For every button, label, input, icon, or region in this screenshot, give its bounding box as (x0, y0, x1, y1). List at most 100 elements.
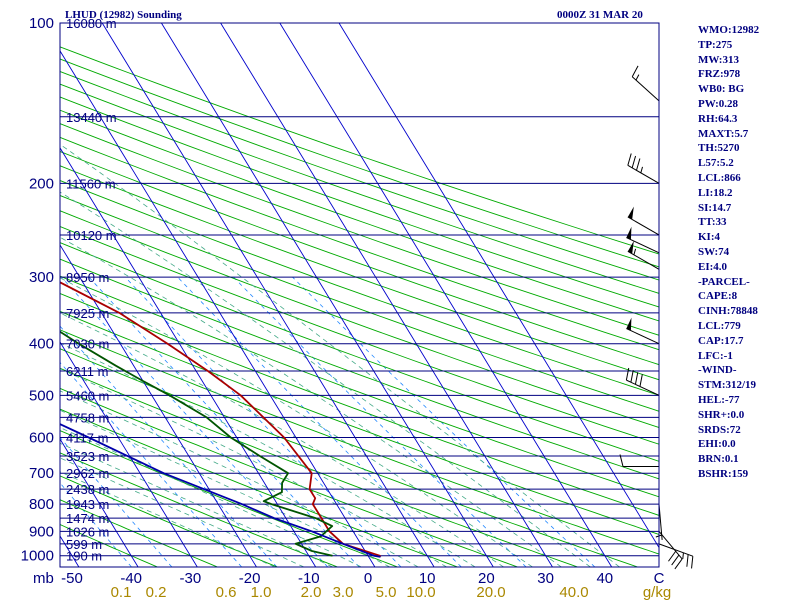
height-label: 2962 m (66, 466, 109, 481)
isotherm-line (101, 23, 435, 567)
stat-item: LFC:-1 (698, 349, 733, 362)
stat-item: TH:5270 (698, 142, 740, 155)
stat-item: MAXT:5.7 (698, 127, 749, 140)
moist-adiabat-line (60, 368, 447, 567)
wind-barb-flag (691, 556, 694, 569)
stat-item: SHR+:0.0 (698, 408, 745, 421)
mixing-ratio-tick-label: 2.0 (301, 584, 322, 600)
height-label: 1943 m (66, 497, 109, 512)
wind-barb-half-flag (635, 74, 640, 81)
wind-barb-staff (658, 531, 683, 560)
pressure-tick-label: 300 (29, 269, 54, 286)
parcel-profile (60, 423, 381, 558)
wind-barbs (619, 65, 694, 570)
moist-adiabat-line (60, 342, 476, 567)
dry-adiabat-line (60, 430, 398, 567)
wind-barb (627, 240, 660, 270)
wind-barb-flag (636, 158, 641, 171)
dry-adiabat-line (60, 46, 659, 255)
height-label: 599 m (66, 537, 102, 552)
stat-item: WB0: BG (698, 83, 745, 96)
wind-barb-flag (674, 558, 683, 570)
stat-item: -PARCEL- (698, 275, 750, 288)
dry-adiabat-line (60, 179, 659, 396)
dry-adiabat-line (60, 242, 659, 462)
stat-item: PW:0.28 (698, 97, 739, 110)
wind-barb-staff (626, 328, 660, 345)
mixing-ratio-line (292, 276, 596, 567)
height-label: 190 m (66, 549, 102, 564)
mixing-ratio-line (88, 276, 360, 567)
mixing-ratio-tick-label: 40.0 (559, 584, 588, 600)
dry-adiabat-line (60, 83, 659, 294)
mixing-ratio-line (60, 325, 278, 567)
stat-item: TP:275 (698, 38, 733, 51)
stat-item: CAP:17.7 (698, 334, 744, 347)
temperature-tick-label: 0 (364, 570, 372, 587)
isotherm-line (279, 23, 613, 567)
stat-item: -WIND- (698, 364, 737, 377)
pressure-tick-label: 200 (29, 175, 54, 192)
height-label: 2438 m (66, 482, 109, 497)
height-label: 4117 m (66, 431, 108, 446)
mixing-ratio-tick-label: 3.0 (333, 584, 354, 600)
wind-barb (631, 65, 660, 102)
temperature-tick-label: -30 (180, 570, 202, 587)
stat-item: EHI:0.0 (698, 438, 736, 451)
dry-adiabat-line (60, 96, 659, 308)
stat-item: STM:312/19 (698, 379, 757, 392)
dry-adiabat-line (60, 136, 659, 351)
pressure-tick-label: 700 (29, 465, 54, 482)
height-label: 11560 m (66, 176, 116, 191)
mixing-ratio-tick-label: 10.0 (406, 584, 435, 600)
isotherms (60, 23, 659, 567)
wind-barb-flag (631, 65, 639, 77)
dry-adiabat-line (60, 70, 659, 281)
dry-adiabat-line (60, 109, 659, 322)
stat-item: SW:74 (698, 245, 730, 258)
dry-adiabat-line (60, 452, 338, 567)
pressure-tick-label: 100 (29, 15, 54, 32)
stat-item: L57:5.2 (698, 157, 734, 170)
wind-barb (619, 454, 659, 467)
dry-adiabats (60, 46, 659, 567)
isotherm-line (220, 23, 553, 567)
dry-adiabat-line (60, 408, 458, 567)
mixing-ratio-tick-label: g/kg (643, 584, 671, 600)
wind-barb-half-flag (633, 248, 637, 255)
plot-background (60, 23, 659, 567)
wind-barb-staff (627, 216, 660, 236)
height-label: 1026 m (66, 524, 109, 539)
dry-adiabat-line (60, 329, 659, 555)
wind-barb-half-flag (640, 166, 643, 173)
moist-adiabat-line (60, 277, 533, 567)
wind-barb-flag (671, 554, 680, 566)
wind-barb-half-flag (682, 552, 684, 559)
temperature-profile (60, 281, 382, 558)
height-label: 3523 m (66, 449, 109, 464)
dry-adiabat-line (60, 58, 659, 268)
wind-barb (625, 367, 660, 396)
wind-barb-flag (668, 550, 677, 562)
isotherm-line (60, 438, 139, 567)
plot-frame (59, 22, 660, 568)
wind-barb (627, 153, 660, 184)
mixing-ratio-tick-label: 5.0 (376, 584, 397, 600)
stat-item: LCL:866 (698, 171, 741, 184)
wind-barb-pennant (626, 317, 632, 331)
moist-adiabat-line (60, 427, 362, 567)
dry-adiabat-line (60, 195, 659, 412)
stat-item: SI:14.7 (698, 201, 732, 214)
wind-barb-staff (631, 76, 660, 102)
isotherm-line (60, 341, 198, 567)
wind-barb-pennant (626, 226, 632, 240)
moist-adiabat-line (60, 191, 591, 567)
wind-barb-flag (619, 454, 624, 467)
height-label: 13440 m (66, 110, 117, 125)
stat-item: BRN:0.1 (698, 453, 739, 466)
temperature-tick-label: -40 (120, 570, 142, 587)
dry-adiabat-line (60, 524, 158, 567)
temperature-tick-label: 20 (478, 570, 495, 587)
stat-item: KI:4 (698, 231, 720, 244)
dry-adiabat-line (60, 348, 638, 567)
